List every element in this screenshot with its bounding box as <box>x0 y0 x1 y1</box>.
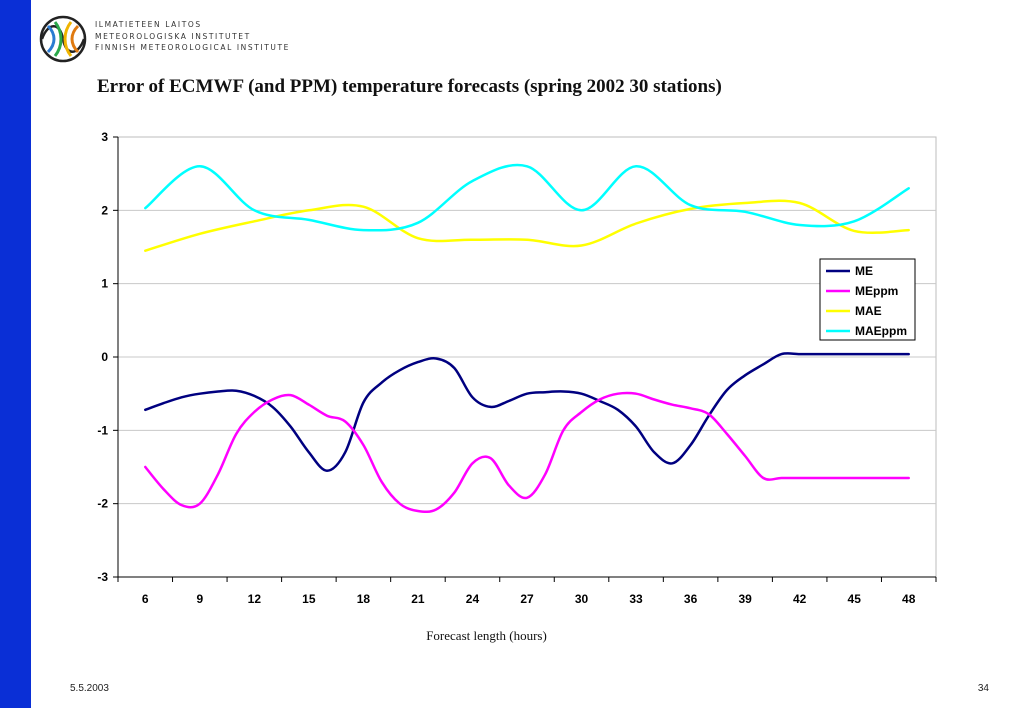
series-line-meppm <box>144 391 910 514</box>
x-tick-label: 42 <box>793 592 807 606</box>
y-tick-label: -3 <box>97 570 108 584</box>
chart-title: Error of ECMWF (and PPM) temperature for… <box>97 76 722 97</box>
legend <box>819 258 916 341</box>
x-tick-label: 36 <box>684 592 698 606</box>
footer-page-number: 34 <box>977 683 989 694</box>
institute-line-en: FINNISH METEOROLOGICAL INSTITUTE <box>95 43 291 52</box>
legend-label-maeppm: MAEppm <box>855 324 907 338</box>
y-tick-label: -2 <box>97 497 108 511</box>
x-tick-label: 27 <box>520 592 534 606</box>
x-tick-label: 12 <box>248 592 262 606</box>
series-line-me <box>144 352 910 472</box>
y-tick-label: -1 <box>97 423 108 437</box>
x-axis-label-container: Forecast length (hours) <box>0 628 1023 644</box>
x-tick-label: 9 <box>196 592 203 606</box>
institute-line-sv: METEOROLOGISKA INSTITUTET <box>95 31 251 41</box>
institute-name: ILMATIETEEN LAITOS METEOROLOGISKA INSTIT… <box>95 19 290 54</box>
y-tick-label: 0 <box>101 350 108 364</box>
x-tick-label: 18 <box>357 592 371 606</box>
x-tick-label: 39 <box>738 592 752 606</box>
y-tick-label: 1 <box>101 277 108 291</box>
x-tick-label: 30 <box>575 592 589 606</box>
x-tick-label: 24 <box>466 592 480 606</box>
series-line-maeppm <box>144 163 910 232</box>
footer-date: 5.5.2003 <box>70 683 109 694</box>
x-tick-label: 21 <box>411 592 425 606</box>
x-tick-label: 45 <box>848 592 862 606</box>
y-tick-label: 3 <box>101 130 108 144</box>
slide-sidebar <box>0 0 31 708</box>
y-tick-label: 2 <box>101 203 108 217</box>
legend-label-me: ME <box>855 264 873 278</box>
x-tick-label: 48 <box>902 592 916 606</box>
x-tick-label: 33 <box>629 592 643 606</box>
fmi-logo-icon <box>39 15 87 63</box>
x-tick-label: 6 <box>142 592 149 606</box>
x-axis-label: Forecast length (hours) <box>426 628 547 643</box>
legend-label-mae: MAE <box>855 304 882 318</box>
series-line-mae <box>144 199 910 252</box>
institute-line-fi: ILMATIETEEN LAITOS <box>95 20 202 29</box>
x-tick-label: 15 <box>302 592 316 606</box>
legend-label-meppm: MEppm <box>855 284 898 298</box>
